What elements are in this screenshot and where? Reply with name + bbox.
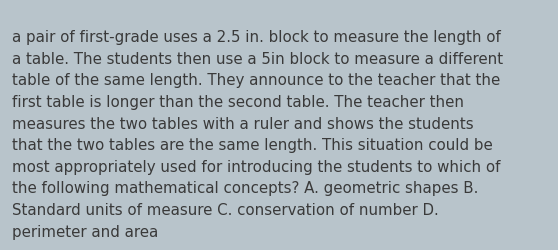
Text: a pair of first-grade uses a 2.5 in. block to measure the length of
a table. The: a pair of first-grade uses a 2.5 in. blo… <box>12 30 503 238</box>
